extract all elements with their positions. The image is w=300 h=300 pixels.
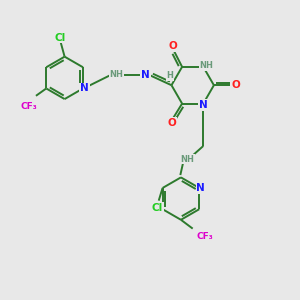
Text: CF₃: CF₃ — [196, 232, 213, 241]
Text: O: O — [169, 41, 178, 51]
Text: O: O — [231, 80, 240, 90]
Text: CF₃: CF₃ — [20, 102, 37, 111]
Text: N: N — [199, 100, 208, 110]
Text: H: H — [167, 71, 173, 80]
Text: O: O — [168, 118, 176, 128]
Text: NH: NH — [180, 155, 194, 164]
Text: NH: NH — [199, 61, 213, 70]
Text: NH: NH — [109, 70, 123, 80]
Text: N: N — [80, 83, 89, 94]
Text: Cl: Cl — [55, 32, 66, 43]
Text: Cl: Cl — [152, 203, 163, 213]
Text: N: N — [196, 183, 205, 193]
Text: N: N — [141, 70, 150, 80]
